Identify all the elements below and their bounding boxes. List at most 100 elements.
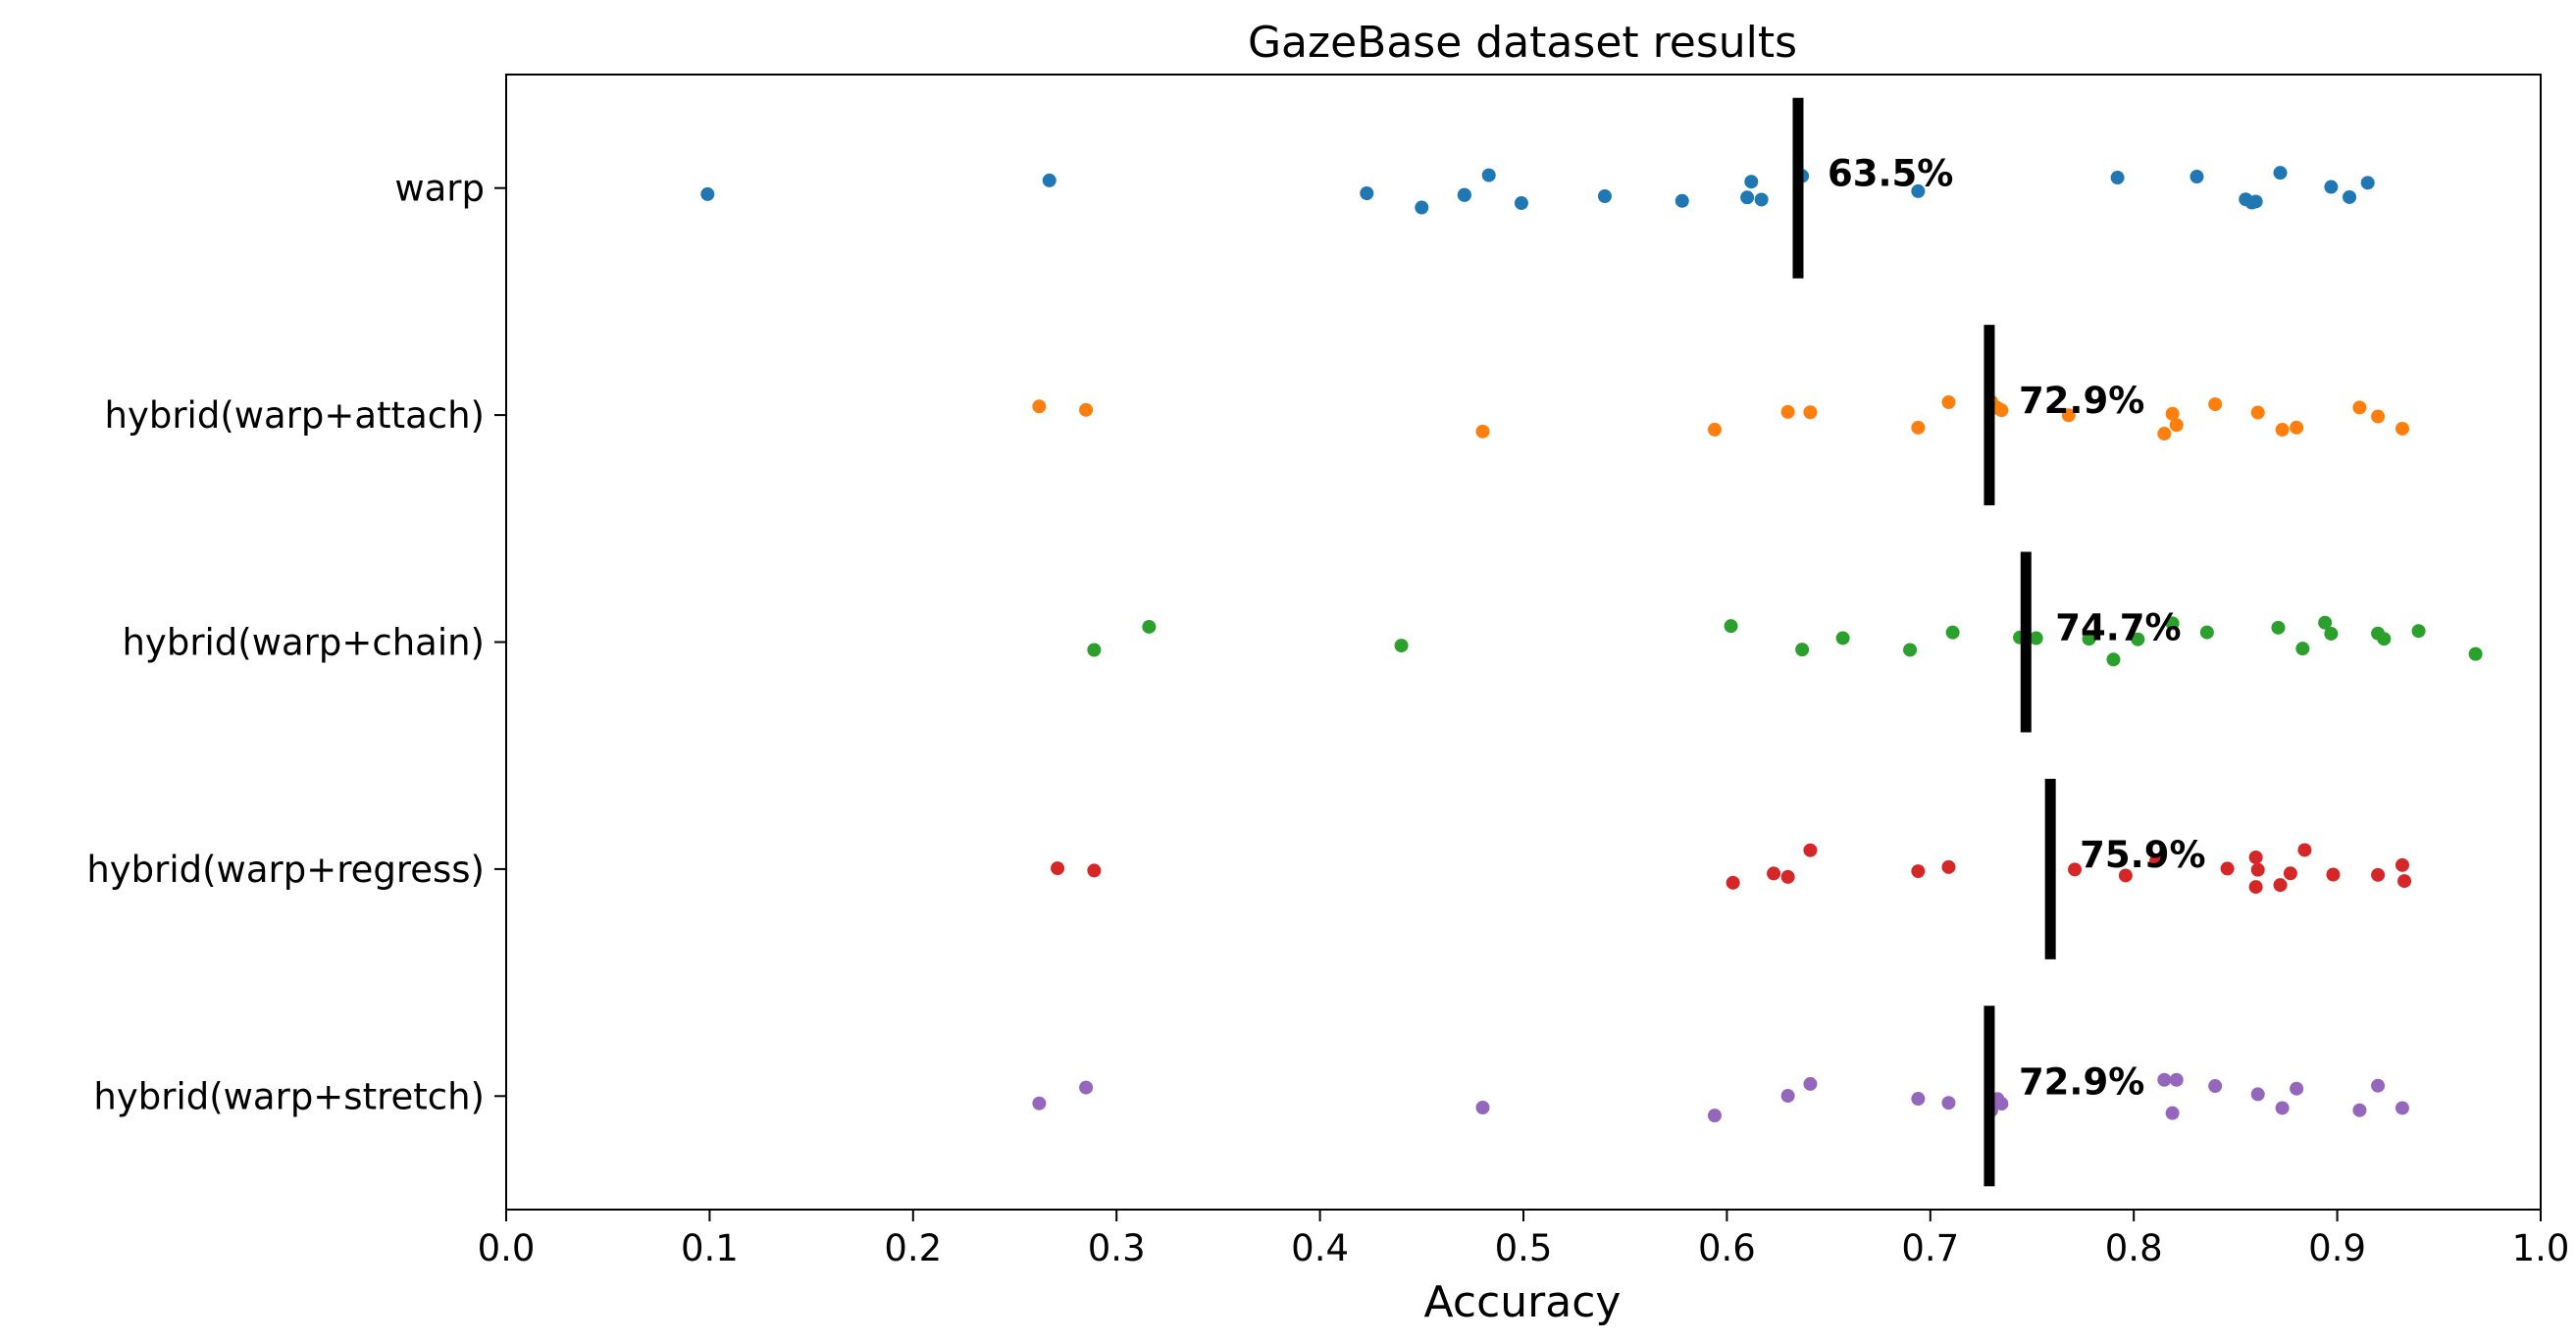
data-point	[2248, 880, 2263, 895]
data-point	[1994, 1097, 2009, 1111]
data-point	[2208, 397, 2223, 412]
mean-label: 63.5%	[1828, 153, 1953, 195]
data-point	[1835, 631, 1850, 646]
mean-label: 75.9%	[2080, 834, 2205, 876]
data-point	[700, 186, 715, 201]
data-point	[2360, 176, 2375, 190]
data-point	[2352, 400, 2367, 415]
x-tick-label: 1.0	[2512, 1227, 2570, 1269]
data-point	[1457, 187, 1471, 202]
category-label: hybrid(warp+regress)	[86, 849, 485, 891]
mean-label: 72.9%	[2019, 1060, 2144, 1103]
x-tick-label: 0.3	[1088, 1227, 1146, 1269]
data-point	[2250, 862, 2265, 877]
data-point	[2377, 632, 2392, 646]
data-point	[2220, 861, 2235, 876]
data-point	[1079, 402, 1094, 417]
x-tick-label: 0.0	[478, 1227, 536, 1269]
data-point	[1142, 619, 1157, 634]
data-point	[2106, 652, 2121, 667]
chart-title: GazeBase dataset results	[1248, 18, 1797, 68]
data-point	[2283, 866, 2297, 881]
series-group: 74.7%	[1087, 551, 2483, 733]
category-label: hybrid(warp+stretch)	[93, 1075, 485, 1117]
data-point	[2110, 171, 2125, 185]
data-point	[2157, 427, 2172, 441]
data-point	[1042, 173, 1056, 187]
data-point	[1767, 866, 1781, 881]
data-point	[1415, 200, 1429, 215]
data-point	[2068, 862, 2083, 877]
data-point	[1597, 188, 1612, 203]
data-point	[2165, 406, 2180, 421]
category-label: hybrid(warp+attach)	[105, 394, 485, 437]
data-point	[2273, 166, 2288, 181]
data-point	[2395, 421, 2409, 436]
data-point	[2297, 843, 2312, 857]
data-point	[1754, 192, 1769, 207]
data-point	[2324, 626, 2339, 641]
data-point	[1945, 625, 1960, 640]
series-group: 63.5%	[700, 97, 2375, 279]
data-point	[1475, 1101, 1490, 1115]
data-point	[1941, 395, 1956, 410]
data-point	[1911, 1092, 1926, 1107]
data-point	[1803, 405, 1818, 420]
plot-area	[505, 74, 2542, 1211]
mean-label: 72.9%	[2019, 380, 2144, 422]
data-point	[2371, 867, 2386, 882]
data-point	[2290, 1081, 2304, 1096]
data-point	[2199, 625, 2214, 640]
data-point	[1941, 859, 1956, 874]
data-point	[1803, 843, 1818, 857]
data-point	[2318, 615, 2333, 630]
data-point	[2295, 642, 2310, 656]
data-point	[2165, 1106, 2180, 1120]
data-point	[2190, 170, 2204, 184]
data-point	[2248, 194, 2263, 209]
data-point	[1087, 643, 1102, 657]
x-tick-label: 0.6	[1698, 1227, 1756, 1269]
data-point	[1032, 399, 1047, 414]
data-point	[1780, 1089, 1795, 1104]
x-axis: 0.0 0.1 0.2 0.3 0.4 0.5 0.6 0.7 0.8 0.9 1.0	[478, 1210, 2570, 1269]
data-point	[1911, 183, 1926, 198]
series-group: 72.9%	[1032, 1006, 2409, 1187]
data-point	[2208, 1079, 2223, 1094]
x-tick-label: 0.2	[884, 1227, 942, 1269]
data-point	[1941, 1096, 1956, 1111]
data-point	[1707, 1109, 1722, 1123]
data-point	[1744, 175, 1759, 189]
x-tick-label: 0.7	[1901, 1227, 1959, 1269]
data-point	[1795, 643, 1810, 657]
data-point	[1780, 869, 1795, 884]
category-label: hybrid(warp+chain)	[122, 622, 485, 664]
data-point	[2352, 1103, 2367, 1117]
data-point	[1360, 185, 1374, 200]
data-point	[2157, 1072, 2172, 1087]
x-tick-label: 0.8	[2105, 1227, 2163, 1269]
data-point	[1079, 1080, 1094, 1095]
data-point	[1051, 861, 1065, 876]
x-tick-label: 0.4	[1291, 1227, 1349, 1269]
data-point	[2250, 405, 2265, 420]
data-point	[2149, 853, 2164, 868]
data-point	[2411, 624, 2426, 639]
series-group: 75.9%	[1051, 778, 2412, 959]
data-point	[1394, 639, 1409, 653]
data-point	[1994, 403, 2009, 418]
data-point	[2395, 857, 2409, 872]
x-tick-label: 0.1	[681, 1227, 739, 1269]
data-point	[2250, 1087, 2265, 1102]
x-tick-label: 0.9	[2308, 1227, 2366, 1269]
data-point	[2248, 850, 2263, 864]
data-point	[2131, 632, 2145, 646]
data-point	[1087, 863, 1102, 878]
data-point	[2468, 646, 2483, 661]
data-point	[2271, 620, 2286, 635]
data-point	[1674, 193, 1689, 208]
data-point	[2275, 1101, 2290, 1115]
data-point	[1514, 196, 1528, 211]
data-point	[1911, 864, 1926, 879]
